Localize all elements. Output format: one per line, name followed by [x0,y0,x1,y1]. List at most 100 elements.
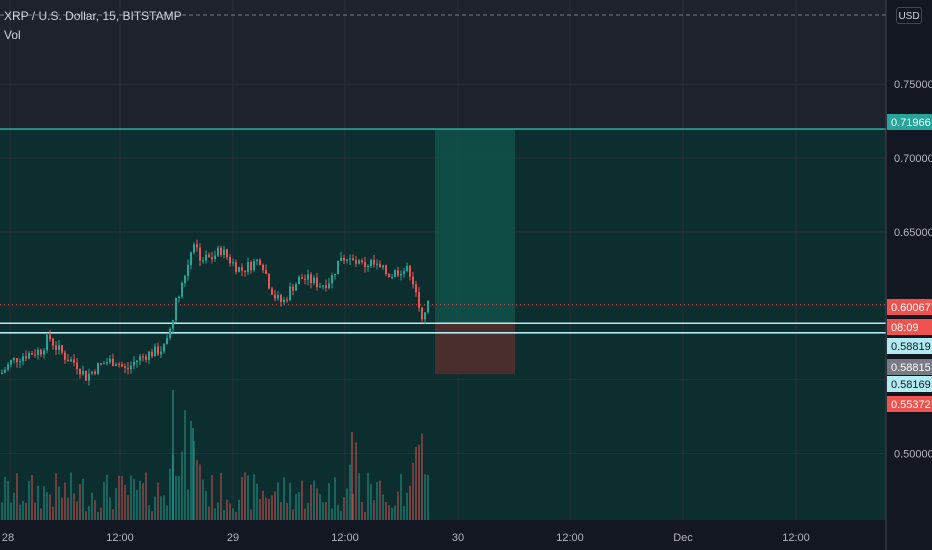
candle-body [175,298,177,321]
candle-body [292,286,294,291]
volume-bar [304,508,306,520]
volume-bar [247,475,249,520]
volume-bar [94,500,96,520]
volume-bar [16,473,18,520]
volume-bar [349,464,351,520]
volume-bar [103,481,105,520]
volume-bar [229,503,231,520]
volume-bar [181,451,183,520]
time-tick: 12:00 [782,532,810,544]
volume-bar [106,474,108,520]
volume-bar [184,410,186,520]
candle-body [403,270,405,274]
volume-bar [79,484,81,520]
candle-body [307,274,309,280]
time-tick: 29 [227,532,239,544]
candle-body [220,247,222,255]
volume-bar [148,505,150,520]
candle-body [127,367,129,370]
volume-bar [64,482,66,520]
candle-body [367,266,369,268]
price-axis-background [886,0,932,550]
volume-bar [192,428,194,520]
candle-body [172,320,174,329]
volume-bar [328,483,330,520]
candle-body [181,282,183,297]
candle-body [382,265,384,268]
time-tick: 12:00 [331,532,359,544]
candle-body [409,265,411,277]
volume-bar [424,474,426,520]
candle-body [10,360,12,365]
volume-bar [25,502,27,520]
candle-body [151,351,153,357]
volume-bar [34,502,36,520]
price-axis-labels: 0.71966 0.60067 08:09 0.58819 0.58815 0.58169… [887,114,932,412]
candle-body [364,262,366,267]
candle-body [418,292,420,308]
candle-body [286,299,288,301]
candle-body [187,264,189,276]
volume-bar [346,488,348,520]
candle-body [130,365,132,370]
candle-body [415,284,417,293]
candle-body [91,371,93,374]
price-label-bg [887,299,932,315]
volume-bar [358,473,360,520]
volume-bar [109,497,111,520]
candle-body [325,285,327,289]
volume-bar [208,506,210,520]
volume-bar [121,476,123,520]
price-label-bg [887,319,932,335]
volume-bar [331,508,333,520]
candle-body [178,296,180,299]
candle-body [262,264,264,271]
target-profit-box[interactable] [435,129,515,324]
volume-bar [214,508,216,520]
volume-bar [199,464,201,520]
candle-body [85,370,87,381]
volume-bar [376,482,378,520]
stop-loss-box[interactable] [435,323,515,375]
volume-bar [226,499,228,520]
horizontal-levels[interactable] [0,128,886,334]
price-tick: 0.50000 [894,449,932,461]
candle-body [331,275,333,284]
candle-body [52,339,54,346]
volume-bar [130,475,132,520]
volume-bar [295,493,297,520]
volume-bar [310,484,312,520]
volume-bar [265,497,267,520]
volume-bar [52,506,54,520]
volume-bar [250,509,252,520]
volume-bar [277,482,279,520]
candle-body [136,360,138,362]
volume-bar [187,489,189,520]
volume-bar [379,480,381,520]
volume-bar [394,505,396,520]
volume-bar [118,475,120,520]
candle-body [358,260,360,264]
volume-bar [235,511,237,520]
candle-body [379,263,381,268]
candle-body [154,346,156,357]
candle-body [190,252,192,265]
volume-indicator-label[interactable]: Vol [4,28,21,42]
candle-body [67,359,69,362]
candle-body [16,358,18,363]
candle-body [124,366,126,368]
candle-body [214,255,216,260]
currency-button[interactable]: USD [896,7,922,24]
volume-bar [220,472,222,520]
volume-bar [4,476,6,520]
volume-bar [286,503,288,520]
candle-body [142,356,144,358]
candle-body [343,257,345,261]
volume-bar [7,480,9,520]
candle-body [397,270,399,276]
candle-body [247,262,249,272]
candle-body [424,312,426,320]
volume-bar [298,492,300,520]
